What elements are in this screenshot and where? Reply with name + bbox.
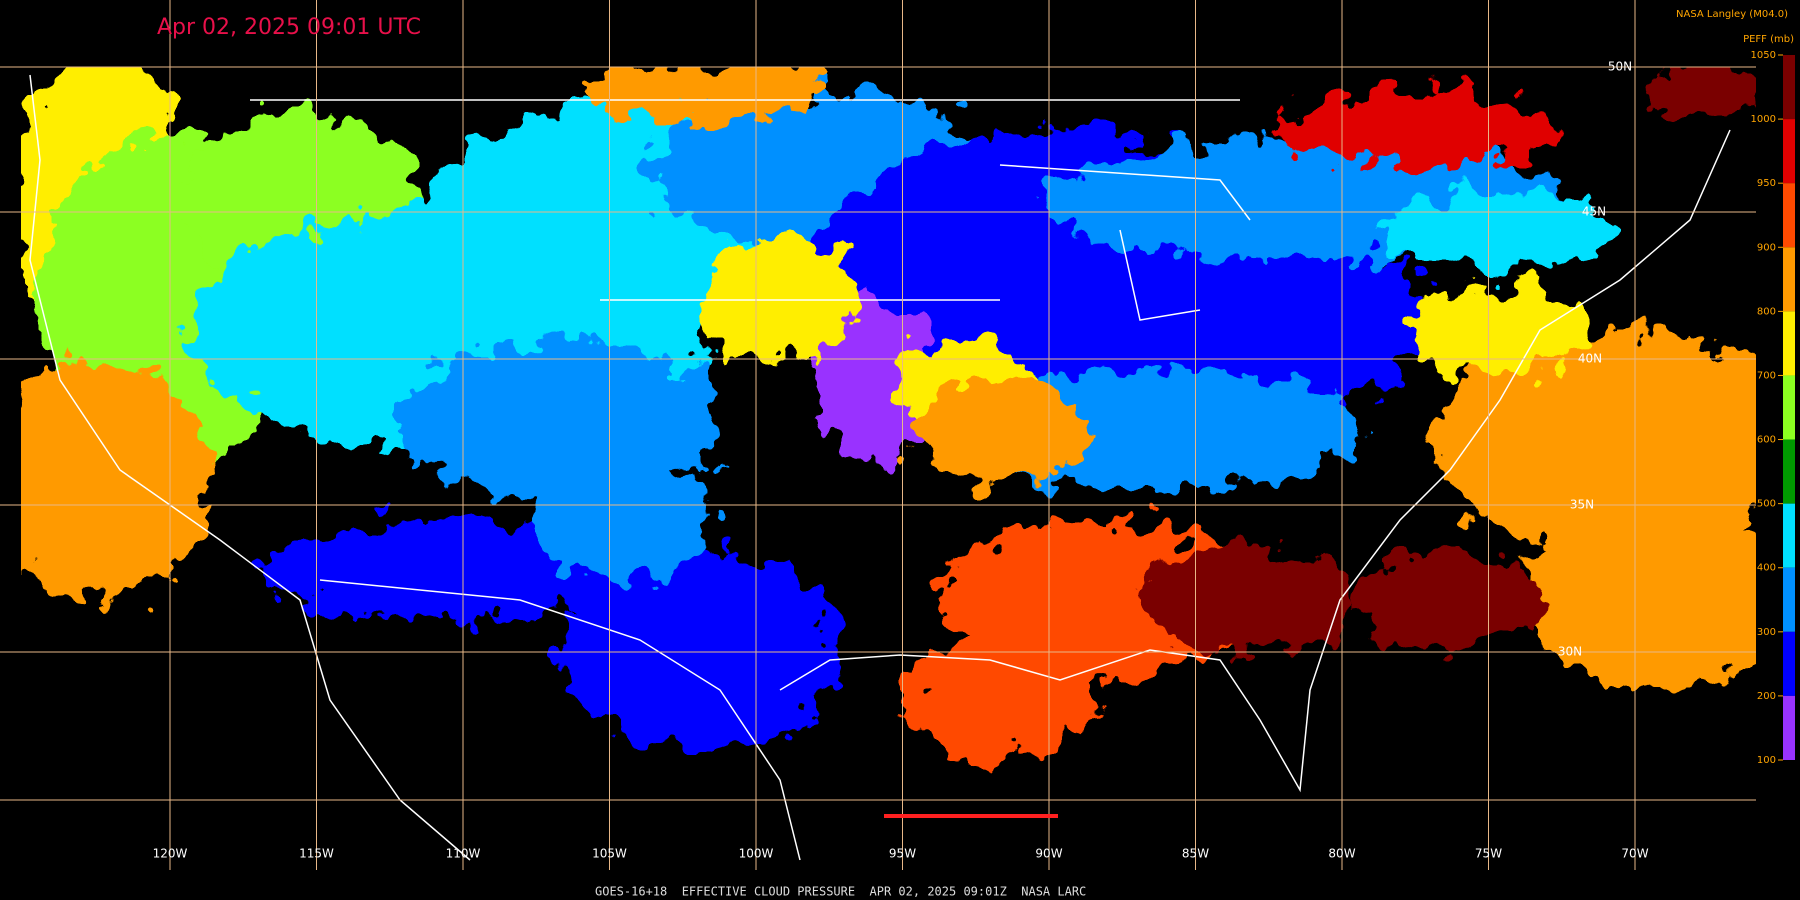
lat-label: 50N <box>1608 60 1632 74</box>
lon-label: 115W <box>299 847 334 861</box>
colorbar-label: 500 <box>1757 499 1776 510</box>
caption: GOES-16+18 EFFECTIVE CLOUD PRESSURE APR … <box>595 885 1086 899</box>
lon-label: 75W <box>1475 847 1502 861</box>
colorbar-label: 400 <box>1757 563 1776 574</box>
lon-label: 120W <box>153 847 188 861</box>
colorbar-segment <box>1783 439 1795 504</box>
gulf-east-coast <box>779 129 1731 793</box>
cloud-region <box>1380 190 1620 270</box>
colorbar-segment <box>1783 311 1795 376</box>
colorbar-label: 100 <box>1757 755 1776 766</box>
colorbar-title: PEFF (mb) <box>1743 34 1794 45</box>
lat-label: 40N <box>1578 352 1602 366</box>
cloud-field <box>21 67 1756 760</box>
cloud-region <box>400 340 720 500</box>
colorbar-segment <box>1783 119 1795 184</box>
lon-label: 90W <box>1035 847 1062 861</box>
cloud-region <box>1430 330 1756 550</box>
lat-label: 30N <box>1558 645 1582 659</box>
cloud-region <box>1410 285 1590 375</box>
cloud-region <box>1360 550 1540 650</box>
cloud-region <box>900 640 1100 760</box>
cloud-region <box>530 460 710 580</box>
lon-label: 95W <box>889 847 916 861</box>
borders <box>250 99 1251 321</box>
cloud-region <box>21 360 210 600</box>
cloud-region <box>1640 67 1756 120</box>
colorbar-label: 800 <box>1757 306 1776 317</box>
cloud-region <box>910 380 1090 480</box>
lat-label: 35N <box>1570 498 1594 512</box>
colorbar-segment <box>1783 183 1795 248</box>
cloud-region <box>560 550 840 750</box>
colorbar-segment <box>1783 55 1795 120</box>
lon-label: 70W <box>1621 847 1648 861</box>
colorbar-label: 950 <box>1757 178 1776 189</box>
colorbar-label: 900 <box>1757 242 1776 253</box>
cloud-region <box>1280 90 1560 170</box>
colorbar-label: 600 <box>1757 435 1776 446</box>
colorbar-segment <box>1783 631 1795 696</box>
colorbar-label: 1000 <box>1751 114 1776 125</box>
scale-bar <box>884 814 1058 818</box>
colorbar-label: 300 <box>1757 627 1776 638</box>
colorbar-label: 1050 <box>1751 50 1776 61</box>
colorbar-label: 700 <box>1757 370 1776 381</box>
timestamp-title: Apr 02, 2025 09:01 UTC <box>157 15 421 40</box>
lon-label: 100W <box>739 847 774 861</box>
colorbar-segment <box>1783 503 1795 568</box>
colorbar-segment <box>1783 247 1795 312</box>
lon-label: 80W <box>1328 847 1355 861</box>
cloud-region <box>1090 225 1430 415</box>
lon-label: 105W <box>592 847 627 861</box>
colorbar-label: 200 <box>1757 691 1776 702</box>
cloud-region <box>1520 510 1756 690</box>
mexico-border <box>319 579 801 861</box>
cloud-region <box>580 67 820 120</box>
lon-label: 85W <box>1182 847 1209 861</box>
lat-label: 45N <box>1582 205 1606 219</box>
credit: NASA Langley (M04.0) <box>1676 9 1788 20</box>
colorbar-segment <box>1783 695 1795 760</box>
colorbar: 1050 1000 950 900 800 700 600 500 400 300 200 100 <box>1751 50 1795 766</box>
colorbar-segment <box>1783 567 1795 632</box>
graticule: 120W 115W 110W 105W 100W 95W 90W 85W 80W 75W 70W 50… <box>0 0 1756 870</box>
lon-label: 110W <box>446 847 481 861</box>
colorbar-segment <box>1783 375 1795 440</box>
